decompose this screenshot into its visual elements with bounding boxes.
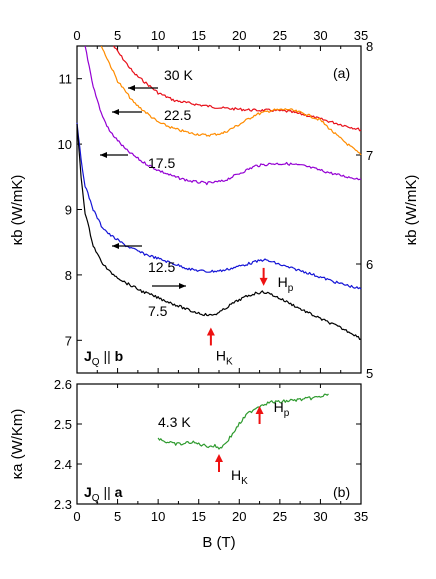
x-tick-label-top-a: 10 (151, 28, 165, 43)
y-tick-label-left-a: 7 (65, 333, 72, 348)
x-tick-label-bottom-b: 35 (354, 509, 368, 524)
y-axis-label-right-a: κb (W/mK) (403, 175, 420, 246)
series-label-22-5: 22.5 (164, 107, 191, 123)
hk-label-a-sub: K (226, 356, 233, 367)
hp-arrow-a-head (259, 277, 268, 286)
y-tick-label-right-a: 5 (366, 366, 373, 381)
hp-label-b-main: H (274, 399, 284, 415)
geometry-b-mid: || (100, 484, 115, 500)
series-label-30k: 30 K (164, 67, 193, 83)
geometry-a-j: J (84, 348, 92, 364)
x-axis-label: B (T) (202, 534, 235, 551)
axis-arrow-head (179, 283, 186, 289)
x-tick-label-bottom-b: 5 (114, 509, 121, 524)
hk-label-a-main: H (216, 347, 226, 363)
series-line-7-5 (76, 123, 362, 340)
y-tick-label-b: 2.3 (54, 497, 72, 512)
geometry-label-b: JQ || a (84, 484, 123, 504)
hp-label-a-main: H (278, 274, 288, 290)
x-tick-label-top-a: 25 (273, 28, 287, 43)
geometry-a-mid: || (100, 348, 115, 364)
panel-a-label: (a) (333, 65, 350, 81)
x-tick-label-bottom-b: 25 (273, 509, 287, 524)
ticks-layer: 0 5 10 15 20 25 30 35 0 5 10 15 20 25 30 35 7 8 9 10 11 5 6 7 8 2… (54, 28, 373, 524)
series-line-4-3k (157, 393, 329, 450)
geometry-a-sub: Q (92, 357, 100, 368)
hk-arrow-b-head (215, 454, 223, 462)
x-tick-label-bottom-b: 30 (313, 509, 327, 524)
x-tick-label-bottom-b: 15 (191, 509, 205, 524)
hp-label-a-sub: p (288, 283, 294, 294)
series-label-7-5: 7.5 (148, 303, 168, 319)
axis-arrow-head (112, 109, 119, 115)
panel-a-frame (76, 45, 362, 374)
y-tick-label-right-a: 8 (366, 39, 373, 54)
hp-label-b-sub: p (284, 408, 290, 419)
series-label-12-5: 12.5 (148, 259, 175, 275)
hk-label-b: HK (231, 467, 248, 487)
x-tick-label-top-a: 20 (232, 28, 246, 43)
x-tick-label-top-a: 0 (73, 28, 80, 43)
geometry-a-axis: b (115, 348, 124, 364)
y-axis-label-left-a: κb (W/mK) (9, 175, 26, 246)
hk-label-b-main: H (231, 467, 241, 483)
hk-label-a: HK (216, 347, 233, 367)
hk-arrow-a-head (206, 327, 215, 336)
y-tick-label-b: 2.6 (54, 377, 72, 392)
y-axis-label-b: κa (W/Km) (9, 409, 26, 480)
hp-label-b: Hp (274, 399, 290, 419)
axis-arrow-head (128, 85, 135, 91)
x-tick-label-top-a: 30 (313, 28, 327, 43)
axis-arrow-head (112, 243, 119, 249)
y-tick-label-b: 2.4 (54, 457, 72, 472)
series-line-12-5 (76, 122, 362, 290)
x-tick-label-top-a: 35 (354, 28, 368, 43)
hp-label-a: Hp (278, 274, 294, 294)
geometry-b-axis: a (115, 484, 123, 500)
series-label-17-5: 17.5 (148, 155, 175, 171)
x-tick-label-top-a: 15 (191, 28, 205, 43)
hp-arrow-b-head (255, 406, 264, 414)
y-tick-label-left-a: 11 (59, 72, 73, 87)
y-tick-label-right-a: 7 (366, 148, 373, 163)
x-tick-label-bottom-b: 10 (151, 509, 165, 524)
y-tick-label-right-a: 6 (366, 257, 373, 272)
x-tick-label-bottom-b: 0 (73, 509, 80, 524)
panel-b-label: (b) (333, 484, 350, 500)
x-tick-label-top-a: 5 (114, 28, 121, 43)
x-tick-label-bottom-b: 20 (232, 509, 246, 524)
y-tick-label-left-a: 10 (58, 137, 72, 152)
y-tick-label-b: 2.5 (54, 417, 72, 432)
geometry-b-j: J (84, 484, 92, 500)
geometry-label-a: JQ || b (84, 348, 123, 368)
y-tick-label-left-a: 8 (65, 268, 72, 283)
hk-label-b-sub: K (241, 476, 248, 487)
y-tick-label-left-a: 9 (65, 203, 72, 218)
series-label-4-3k: 4.3 K (158, 414, 191, 430)
series-line-17-5 (84, 45, 362, 186)
geometry-b-sub: Q (92, 493, 100, 504)
series-layer (76, 45, 362, 450)
series-line-22-5 (100, 45, 362, 156)
axis-arrow-head (100, 152, 107, 158)
